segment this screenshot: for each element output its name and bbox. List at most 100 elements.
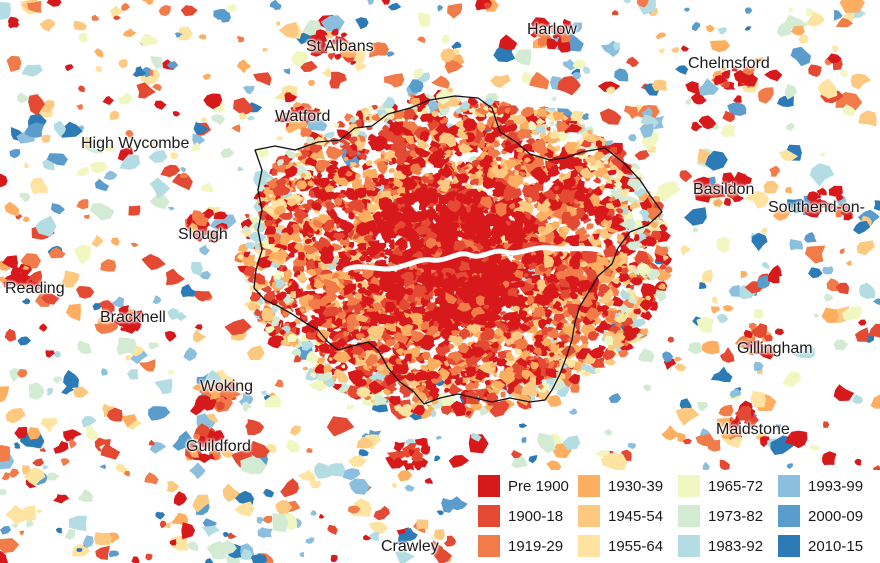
- area-patch: [420, 183, 428, 191]
- area-patch: [511, 276, 522, 282]
- area-patch: [546, 216, 552, 220]
- area-patch: [17, 369, 28, 378]
- area-patch: [845, 260, 852, 266]
- area-patch: [298, 251, 306, 261]
- area-patch: [382, 124, 390, 132]
- area-patch: [782, 371, 802, 388]
- area-patch: [601, 286, 610, 294]
- area-patch: [17, 92, 30, 104]
- area-patch: [515, 283, 522, 289]
- area-patch: [602, 348, 616, 361]
- area-patch: [4, 328, 16, 342]
- area-patch: [627, 442, 637, 450]
- area-patch: [617, 192, 631, 202]
- area-patch: [416, 276, 424, 284]
- area-patch: [729, 418, 741, 432]
- area-patch: [722, 172, 735, 185]
- area-patch: [557, 189, 574, 202]
- area-patch: [345, 170, 353, 177]
- area-patch: [179, 172, 189, 178]
- area-patch: [852, 394, 864, 404]
- area-patch: [546, 395, 562, 407]
- area-patch: [147, 141, 156, 148]
- area-patch: [404, 484, 415, 492]
- area-patch: [404, 463, 415, 471]
- area-patch: [421, 109, 429, 115]
- area-patch: [201, 117, 208, 123]
- area-patch: [616, 273, 630, 283]
- legend-label: 1955-64: [608, 537, 664, 555]
- area-patch: [414, 296, 421, 302]
- area-patch: [362, 340, 378, 351]
- area-patch: [761, 345, 775, 356]
- area-patch: [568, 373, 580, 385]
- area-patch: [383, 96, 396, 109]
- area-patch: [370, 191, 378, 197]
- area-patch: [558, 158, 566, 167]
- area-patch: [517, 128, 532, 141]
- area-patch: [484, 315, 496, 322]
- area-patch: [511, 450, 523, 459]
- area-patch: [634, 250, 649, 265]
- area-patch: [385, 202, 399, 218]
- area-patch: [691, 121, 703, 132]
- area-patch: [479, 154, 493, 168]
- area-patch: [332, 169, 337, 174]
- area-patch: [561, 211, 572, 224]
- area-patch: [611, 10, 619, 16]
- area-patch: [599, 184, 606, 192]
- area-patch: [487, 145, 493, 150]
- area-patch: [468, 320, 476, 325]
- town-label-woking: Woking: [200, 378, 254, 395]
- area-patch: [364, 149, 370, 155]
- area-patch: [486, 274, 497, 285]
- area-patch: [410, 163, 424, 176]
- area-patch: [401, 177, 418, 191]
- area-patch: [490, 74, 511, 88]
- area-patch: [502, 280, 510, 289]
- area-patch: [445, 319, 452, 326]
- area-patch: [312, 316, 327, 327]
- area-patch: [612, 198, 621, 208]
- area-patch: [600, 292, 611, 303]
- legend-label: 1945-54: [608, 507, 664, 525]
- area-patch: [197, 453, 204, 460]
- area-patch: [125, 355, 134, 361]
- area-patch: [11, 523, 19, 529]
- area-patch: [403, 155, 413, 164]
- area-patch: [354, 187, 367, 199]
- area-patch: [213, 9, 230, 20]
- area-patch: [464, 182, 474, 190]
- area-patch: [612, 332, 626, 343]
- area-patch: [539, 29, 545, 35]
- area-patch: [451, 41, 462, 50]
- area-patch: [559, 318, 568, 324]
- area-patch: [805, 12, 825, 27]
- area-patch: [354, 215, 360, 221]
- area-patch: [316, 369, 333, 382]
- area-patch: [302, 366, 309, 371]
- area-patch: [256, 517, 264, 525]
- area-patch: [412, 306, 426, 315]
- area-patch: [437, 4, 444, 12]
- area-patch: [785, 187, 793, 194]
- area-patch: [346, 404, 355, 410]
- area-patch: [494, 296, 504, 305]
- area-patch: [388, 291, 397, 300]
- area-patch: [589, 193, 600, 207]
- area-patch: [805, 245, 826, 264]
- area-patch: [535, 125, 546, 135]
- area-patch: [374, 135, 388, 149]
- area-patch: [460, 212, 471, 221]
- area-patch: [155, 511, 166, 520]
- area-patch: [298, 469, 316, 482]
- area-patch: [447, 301, 461, 312]
- area-patch: [193, 121, 209, 135]
- area-patch: [95, 545, 110, 560]
- area-patch: [103, 170, 118, 181]
- area-patch: [266, 177, 273, 182]
- area-patch: [718, 404, 734, 417]
- area-patch: [496, 105, 506, 116]
- area-patch: [613, 176, 621, 182]
